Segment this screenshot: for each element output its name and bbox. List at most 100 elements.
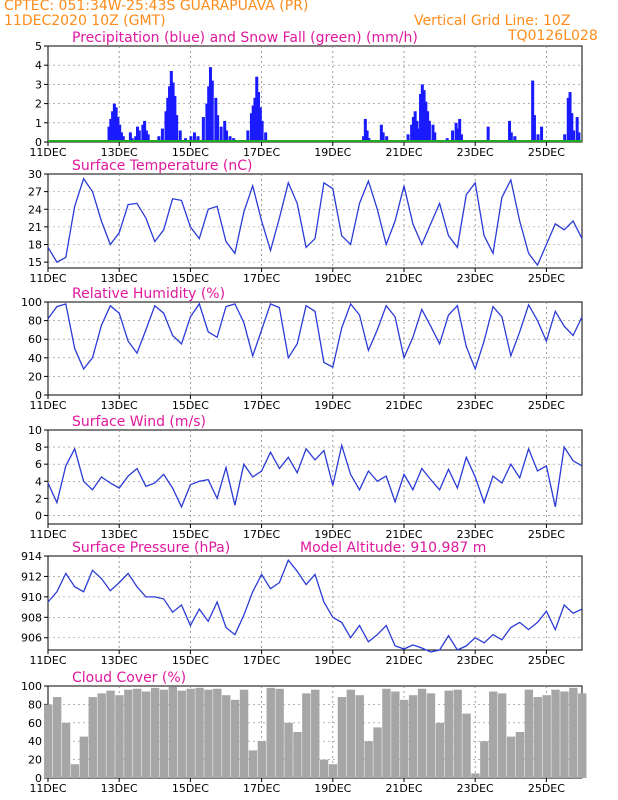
cloud-cover-bar xyxy=(177,690,186,778)
x-tick-label: 13DEC xyxy=(101,272,138,285)
x-tick-label: 21DEC xyxy=(385,528,422,541)
y-tick-label: 80 xyxy=(28,315,42,328)
x-tick-label: 23DEC xyxy=(457,146,494,159)
x-tick-label: 19DEC xyxy=(314,146,351,159)
cloud-cover-bar xyxy=(462,713,471,778)
cloud-cover-bar xyxy=(195,687,204,778)
cloud-cover-bar xyxy=(79,736,89,778)
precip-bar xyxy=(458,118,462,142)
x-tick-label: 11DEC xyxy=(29,782,66,795)
cloud-cover-bar xyxy=(569,687,578,778)
panel-title: Surface Pressure (hPa) xyxy=(72,540,230,556)
y-tick-label: 910 xyxy=(21,591,42,604)
cloud-cover-bar xyxy=(417,688,427,778)
y-tick-label: 5 xyxy=(35,40,42,53)
x-tick-label: 21DEC xyxy=(385,654,422,667)
cloud-cover-bar xyxy=(497,693,507,778)
y-tick-label: 80 xyxy=(28,698,42,711)
cloud-cover-bar xyxy=(506,736,516,778)
x-tick-label: 17DEC xyxy=(243,654,280,667)
panel-precip xyxy=(44,45,583,146)
cloud-cover-bar xyxy=(471,773,480,778)
cloud-cover-bar xyxy=(141,691,151,778)
y-tick-label: 914 xyxy=(21,550,42,563)
precip-bar xyxy=(216,115,220,142)
cloud-cover-bar xyxy=(551,689,560,778)
cloud-cover-bar xyxy=(560,691,569,778)
precip-bar xyxy=(205,103,209,142)
x-tick-label: 15DEC xyxy=(172,782,209,795)
x-tick-label: 21DEC xyxy=(385,272,422,285)
precip-bar xyxy=(379,124,383,142)
precip-bar xyxy=(141,124,145,142)
x-tick-label: 19DEC xyxy=(314,272,351,285)
cloud-cover-bar xyxy=(284,722,293,778)
panel-frame xyxy=(47,301,583,396)
precip-bar xyxy=(112,103,116,142)
precip-bar xyxy=(116,117,120,142)
panel-frame xyxy=(47,173,583,269)
x-tick-label: 13DEC xyxy=(101,654,138,667)
precip-bar xyxy=(189,136,193,142)
x-tick-label: 19DEC xyxy=(314,782,351,795)
x-tick-label: 25DEC xyxy=(528,146,565,159)
precip-bar xyxy=(253,97,257,142)
precip-bar xyxy=(225,130,228,142)
header-grid-line-note: Vertical Grid Line: 10Z xyxy=(414,13,571,29)
series-line-temp xyxy=(47,177,583,267)
precip-bar xyxy=(111,111,115,142)
y-tick-label: 21 xyxy=(28,221,42,234)
x-tick-label: 13DEC xyxy=(101,782,138,795)
cloud-cover-bar xyxy=(391,691,400,778)
y-tick-label: 20 xyxy=(28,370,42,383)
precip-bar xyxy=(173,95,177,142)
cloud-cover-bar xyxy=(266,687,275,778)
header-model-id: TQ0126L028 xyxy=(508,28,598,44)
y-tick-label: 6 xyxy=(35,458,42,471)
cloud-cover-bar xyxy=(168,686,178,778)
precip-bar xyxy=(362,136,366,142)
cloud-cover-bar xyxy=(515,732,525,778)
panel-title: Surface Wind (m/s) xyxy=(72,414,206,430)
y-tick-label: 100 xyxy=(21,680,42,693)
precip-bar xyxy=(246,130,250,142)
panel-pres xyxy=(44,555,583,654)
y-tick-label: 0 xyxy=(35,136,42,149)
y-tick-label: 30 xyxy=(28,168,42,181)
header-date-line: 11DEC2020 10Z (GMT) xyxy=(4,13,166,29)
precip-bar xyxy=(577,132,581,142)
cloud-cover-bar xyxy=(311,689,320,778)
precip-bar xyxy=(433,132,437,142)
cloud-cover-bar xyxy=(408,695,418,778)
cloud-cover-bar xyxy=(52,697,62,778)
precip-bar xyxy=(157,136,161,142)
precip-bar xyxy=(192,132,196,142)
y-tick-label: 1 xyxy=(35,117,42,130)
precip-bar xyxy=(508,120,512,142)
precip-bar xyxy=(171,82,175,142)
precip-bar xyxy=(175,115,179,142)
precip-bar xyxy=(536,134,540,142)
precip-bar xyxy=(251,105,255,142)
cloud-cover-bar xyxy=(346,689,356,778)
x-tick-label: 13DEC xyxy=(101,146,138,159)
series-line-rh xyxy=(47,302,583,371)
cloud-cover-bar xyxy=(533,697,542,778)
precip-bar xyxy=(128,132,132,142)
y-tick-label: 4 xyxy=(35,59,42,72)
cloud-cover-bar xyxy=(293,732,302,778)
precip-bar xyxy=(201,117,205,142)
precip-bar xyxy=(208,67,212,142)
precip-bar xyxy=(143,120,147,142)
precip-bar xyxy=(136,126,139,142)
y-tick-label: 0 xyxy=(35,389,42,402)
precip-bar xyxy=(214,97,218,142)
precip-bar xyxy=(219,126,223,142)
cloud-cover-bar xyxy=(230,699,240,778)
cloud-cover-bar xyxy=(61,722,71,778)
cloud-cover-bar xyxy=(489,691,498,778)
precip-bar xyxy=(427,120,431,142)
y-tick-label: 27 xyxy=(28,186,42,199)
cloud-cover-bar xyxy=(97,693,106,778)
